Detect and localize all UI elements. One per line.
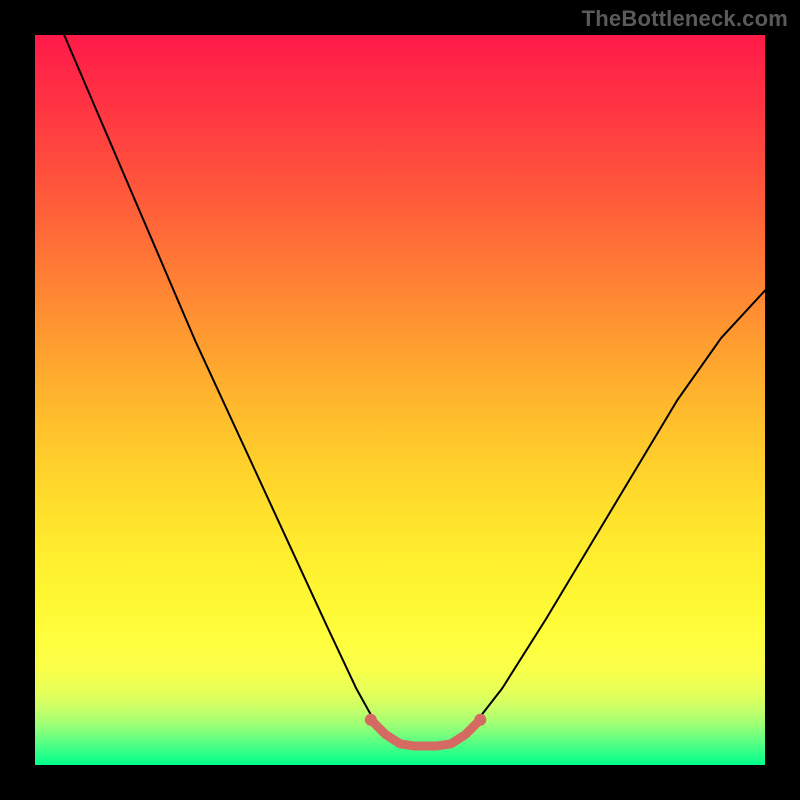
- chart-container: TheBottleneck.com: [0, 0, 800, 800]
- chart-svg: [35, 35, 765, 765]
- watermark-text: TheBottleneck.com: [582, 6, 788, 32]
- plot-area: [35, 35, 765, 765]
- gradient-background: [35, 35, 765, 765]
